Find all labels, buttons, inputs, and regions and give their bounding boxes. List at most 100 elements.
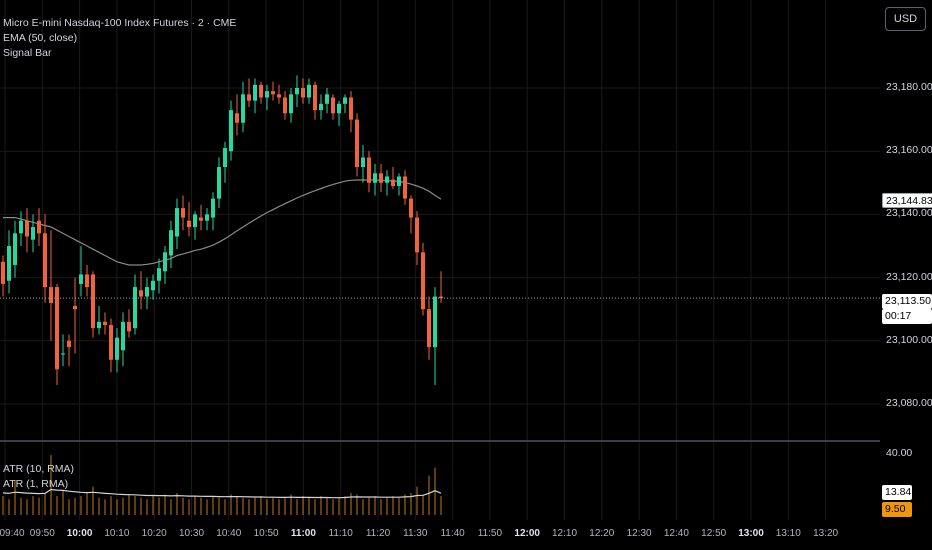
- candle-body: [85, 274, 89, 288]
- time-tick-label: 12:30: [626, 528, 652, 539]
- candle-body: [175, 208, 179, 237]
- candle-body: [67, 340, 71, 348]
- candle-body: [133, 287, 137, 329]
- time-tick-label: 11:30: [403, 528, 428, 539]
- candle-body: [367, 157, 371, 183]
- candle-body: [103, 321, 107, 325]
- candle-body: [121, 321, 125, 351]
- candle-body: [229, 110, 233, 152]
- time-tick-label: 11:40: [440, 528, 465, 539]
- time-tick-label: 10:40: [216, 528, 242, 539]
- price-tick-label: 23,080.00: [886, 397, 932, 409]
- signal-bar-legend[interactable]: Signal Bar: [3, 47, 52, 59]
- candle-body: [199, 217, 203, 221]
- time-tick-label: 11:20: [365, 528, 391, 539]
- candle-body: [259, 84, 263, 98]
- atr10-value-tag: 9.50: [882, 502, 912, 517]
- candle-body: [13, 233, 17, 265]
- atr10-legend[interactable]: ATR (10, RMA): [3, 463, 74, 475]
- time-tick-label: 10:00: [66, 528, 93, 539]
- candle-body: [79, 274, 83, 284]
- candle-body: [361, 157, 365, 167]
- candle-body: [355, 119, 359, 167]
- time-tick-label: 12:50: [701, 528, 727, 539]
- time-tick-label: 10:30: [178, 528, 205, 539]
- main-legend: Micro E-mini Nasdaq-100 Index Futures · …: [3, 16, 236, 61]
- candle-body: [409, 198, 413, 218]
- time-tick-label: 11:50: [477, 528, 503, 539]
- candle-body: [217, 167, 221, 199]
- candle-body: [379, 173, 383, 183]
- atr1-legend[interactable]: ATR (1, RMA): [3, 478, 69, 490]
- ema-price-tag: 23,144.83: [882, 193, 932, 208]
- candle-body: [73, 306, 77, 310]
- atr-pane: [2, 455, 442, 515]
- candle-body: [97, 321, 101, 329]
- candle-body: [181, 208, 185, 218]
- time-tick-label: 11:00: [290, 528, 316, 539]
- atr10-line: [2, 488, 442, 499]
- time-tick-label: 13:20: [813, 528, 839, 539]
- candle-body: [427, 309, 431, 348]
- grid-lines: [0, 0, 880, 520]
- candle-body: [91, 274, 95, 329]
- currency-button[interactable]: USD: [885, 7, 926, 31]
- time-tick-label: 13:00: [738, 528, 764, 539]
- time-tick-label: 12:10: [551, 528, 578, 539]
- time-tick-label: 12:20: [589, 528, 615, 539]
- time-tick-label: 10:20: [141, 528, 167, 539]
- candle-body: [187, 220, 191, 228]
- candle-body: [127, 321, 131, 332]
- candle-body: [337, 103, 341, 114]
- candle-body: [211, 198, 215, 218]
- candle-body: [343, 97, 347, 104]
- candle-body: [193, 214, 197, 228]
- candle-body: [385, 176, 389, 183]
- candle-body: [349, 97, 353, 120]
- candle-body: [289, 94, 293, 114]
- candle-body: [145, 287, 149, 297]
- candle-body: [391, 179, 395, 186]
- candle-body: [313, 84, 317, 111]
- symbol-title[interactable]: Micro E-mini Nasdaq-100 Index Futures · …: [3, 17, 237, 29]
- candle-body: [397, 176, 401, 186]
- time-tick-label: 12:00: [514, 528, 540, 539]
- bar-countdown-tag: 00:17: [882, 309, 932, 324]
- candle-body: [139, 290, 143, 297]
- candle-body: [433, 296, 437, 348]
- candle-body: [169, 230, 173, 256]
- time-tick-label: 11:10: [328, 528, 353, 539]
- candle-body: [415, 217, 419, 253]
- candle-body: [277, 94, 281, 98]
- candle-body: [247, 94, 251, 101]
- atr-legend: ATR (10, RMA) ATR (1, RMA): [3, 462, 74, 492]
- candle-body: [253, 84, 257, 101]
- candle-body: [205, 214, 209, 221]
- candle-body: [157, 268, 161, 281]
- candle-body: [283, 97, 287, 114]
- price-tick-label: 23,140.00: [886, 207, 932, 220]
- price-tick-label: 23,180.00: [886, 81, 932, 93]
- candle-body: [271, 91, 275, 95]
- candle-body: [1, 261, 5, 284]
- candle-body: [37, 220, 41, 234]
- candle-body: [307, 84, 311, 98]
- ema-legend[interactable]: EMA (50, close): [3, 32, 78, 44]
- candle-body: [325, 94, 329, 104]
- price-tick-label: 23,100.00: [886, 333, 932, 346]
- candle-body: [373, 173, 377, 183]
- time-tick-label: 09:50: [29, 528, 55, 539]
- time-tick-label: 09:40: [0, 528, 25, 539]
- candle-body: [151, 280, 155, 291]
- candle-body: [265, 91, 269, 98]
- candle-body: [301, 88, 305, 98]
- candle-body: [331, 97, 335, 114]
- candle-body: [31, 227, 35, 240]
- price-tick-label: 23,120.00: [886, 270, 932, 283]
- time-tick-label: 12:40: [663, 528, 689, 539]
- candle-body: [115, 337, 119, 360]
- atr1-value-tag: 13.84: [882, 485, 912, 500]
- candle-body: [403, 176, 407, 199]
- candle-body: [163, 252, 167, 272]
